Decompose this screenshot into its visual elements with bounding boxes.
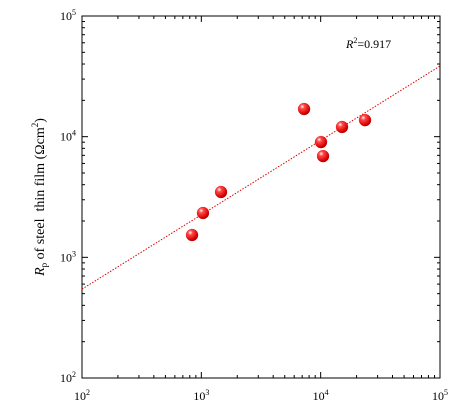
x-tick-base: 10 bbox=[313, 389, 325, 403]
y-tick-base: 10 bbox=[60, 130, 72, 144]
y-tick-label: 104 bbox=[60, 129, 76, 144]
y-tick-exponent: 4 bbox=[72, 129, 76, 138]
r-squared-annotation: R2=0.917 bbox=[345, 36, 391, 51]
y-axis-title: Rp of steel thin film (Ωcm2) bbox=[30, 118, 49, 277]
y-tick-label: 103 bbox=[60, 249, 76, 264]
data-point bbox=[196, 206, 210, 220]
y-tick-exponent: 3 bbox=[72, 249, 76, 258]
x-tick-label: 105 bbox=[432, 388, 448, 403]
y-tick-label: 102 bbox=[60, 370, 76, 385]
x-tick-exponent: 2 bbox=[86, 388, 90, 397]
y-tick-exponent: 5 bbox=[72, 8, 76, 17]
x-tick-exponent: 4 bbox=[325, 388, 329, 397]
x-tick-label: 104 bbox=[313, 388, 329, 403]
x-tick-base: 10 bbox=[193, 389, 205, 403]
y-tick-exponent: 2 bbox=[72, 370, 76, 379]
x-tick-base: 10 bbox=[74, 389, 86, 403]
data-point bbox=[358, 114, 372, 127]
x-tick-base: 10 bbox=[432, 389, 444, 403]
fit-line bbox=[81, 65, 441, 290]
plot-frame bbox=[81, 15, 441, 379]
data-point bbox=[335, 120, 349, 134]
x-tick-exponent: 5 bbox=[444, 388, 448, 397]
x-tick-label: 102 bbox=[74, 388, 90, 403]
x-tick-exponent: 3 bbox=[205, 388, 209, 397]
y-tick-base: 10 bbox=[60, 371, 72, 385]
y-tick-base: 10 bbox=[60, 250, 72, 264]
data-point bbox=[214, 185, 228, 199]
x-tick-label: 103 bbox=[193, 388, 209, 403]
y-tick-base: 10 bbox=[60, 9, 72, 23]
data-point bbox=[297, 102, 311, 116]
data-point bbox=[185, 228, 199, 242]
data-point bbox=[314, 135, 328, 149]
data-point bbox=[316, 149, 330, 163]
y-tick-label: 105 bbox=[60, 8, 76, 23]
